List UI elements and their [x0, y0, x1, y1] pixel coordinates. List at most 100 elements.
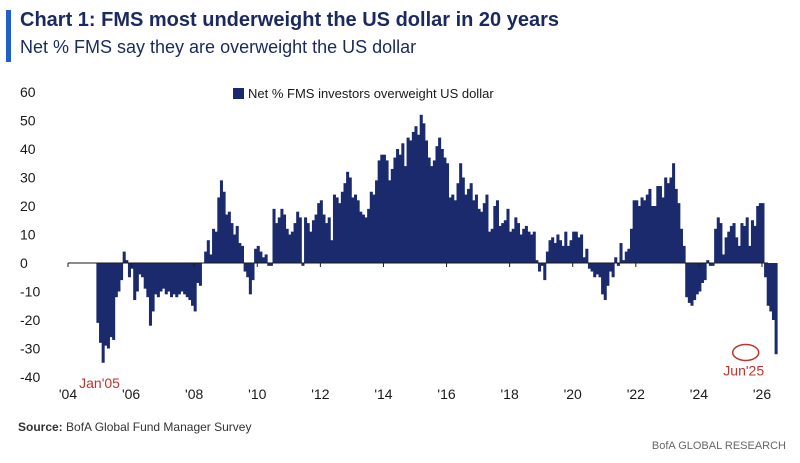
bar — [608, 263, 613, 272]
bar — [346, 171, 350, 263]
bar — [640, 197, 644, 263]
bar — [240, 245, 244, 263]
bar — [474, 194, 478, 263]
bar — [340, 191, 344, 263]
x-tick-label: '26 — [753, 386, 771, 402]
legend-swatch — [233, 88, 244, 99]
bar — [354, 194, 358, 263]
bar — [196, 263, 200, 283]
bar — [566, 245, 570, 263]
bar — [259, 251, 263, 263]
bar — [127, 263, 131, 278]
bar — [556, 234, 560, 263]
bar — [548, 240, 552, 263]
source-text: BofA Global Fund Manager Survey — [66, 420, 252, 434]
bar — [325, 223, 329, 263]
bar — [109, 263, 113, 338]
bar — [551, 237, 555, 263]
bar — [630, 228, 634, 263]
bar — [330, 240, 334, 263]
bar — [338, 203, 342, 263]
y-tick-label: 60 — [20, 84, 36, 100]
bar — [99, 263, 103, 343]
y-axis: -40 -30 -20 -10 0 10 20 30 40 50 60 — [20, 84, 40, 385]
bar — [469, 183, 473, 263]
bar — [448, 197, 452, 263]
bar — [585, 248, 589, 263]
bar — [204, 251, 208, 263]
bar — [750, 220, 754, 263]
bar — [348, 177, 352, 263]
bar — [522, 228, 526, 263]
bar — [477, 208, 481, 263]
bar — [695, 263, 699, 295]
bar — [632, 200, 636, 263]
bar — [414, 126, 418, 263]
bar — [225, 214, 229, 263]
bar — [409, 140, 413, 263]
x-tick-label: '06 — [122, 386, 140, 402]
bar — [606, 263, 610, 286]
bar — [214, 231, 218, 263]
bar — [453, 200, 457, 263]
bar — [682, 245, 686, 263]
bar — [488, 231, 492, 263]
bar — [698, 263, 702, 292]
bar — [595, 263, 599, 275]
bar — [272, 208, 276, 263]
bar — [269, 263, 273, 266]
bar — [206, 240, 210, 263]
bar — [648, 188, 652, 263]
source-note: Source: BofA Global Fund Manager Survey — [18, 420, 251, 434]
bar — [148, 263, 152, 326]
bar — [406, 137, 410, 263]
bar — [430, 166, 434, 263]
bar — [459, 163, 463, 263]
y-tick-label: -10 — [20, 284, 40, 300]
y-tick-label: 0 — [20, 255, 28, 271]
bar — [490, 228, 494, 263]
bar — [301, 263, 305, 266]
bar — [106, 263, 110, 349]
bar — [169, 263, 174, 298]
bar — [582, 257, 586, 263]
bar — [714, 228, 718, 263]
bar — [669, 177, 673, 263]
bar — [262, 257, 266, 263]
legend-label: Net % FMS investors overweight US dollar — [248, 86, 494, 101]
bar — [375, 180, 379, 263]
bar — [611, 263, 615, 278]
bar — [737, 245, 741, 263]
bar — [164, 263, 168, 295]
bar — [766, 263, 770, 306]
bar — [183, 263, 187, 295]
bar — [574, 231, 578, 263]
annotation-label: Jun'25 — [723, 363, 764, 379]
bar — [422, 123, 426, 263]
bar — [564, 231, 568, 263]
bar — [672, 163, 676, 263]
bar — [538, 263, 542, 272]
bar — [290, 231, 294, 263]
bar — [540, 263, 544, 266]
bar — [472, 200, 476, 263]
bar — [635, 200, 639, 263]
bar — [317, 203, 321, 263]
bar — [664, 177, 668, 263]
bar — [427, 157, 431, 263]
bar — [141, 263, 145, 278]
bar — [719, 223, 723, 263]
bar — [246, 263, 250, 278]
bar — [485, 194, 489, 263]
bar — [114, 263, 118, 298]
bar — [248, 263, 252, 295]
bar — [172, 263, 176, 295]
bar — [603, 263, 607, 301]
bar — [506, 208, 510, 263]
bar — [393, 157, 397, 263]
bar — [440, 149, 444, 263]
bar — [722, 254, 726, 263]
bar — [372, 194, 376, 263]
bar — [619, 243, 623, 263]
bar — [740, 223, 744, 263]
